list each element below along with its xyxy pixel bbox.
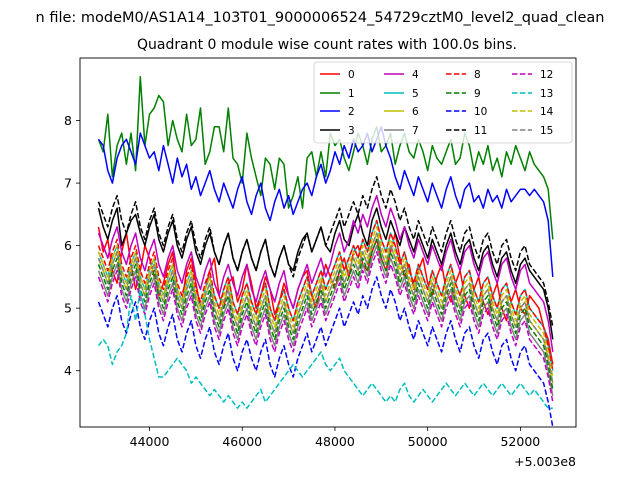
- series-line-11: [97, 176, 554, 328]
- legend-label-3: 3: [348, 125, 355, 137]
- series-line-4: [97, 194, 554, 353]
- legend-label-4: 4: [412, 69, 419, 81]
- series-layer: [97, 76, 554, 427]
- series-line-2: [97, 126, 554, 277]
- x-tick-label: 44000: [130, 434, 170, 449]
- y-tick-label: 8: [64, 113, 72, 128]
- x-axis: 44000 46000 48000 50000 52000: [130, 427, 540, 449]
- series-line-13: [97, 288, 553, 409]
- legend-frame: [313, 61, 573, 144]
- legend-label-7: 7: [412, 125, 419, 137]
- series-line-8: [97, 219, 554, 371]
- series-line-15: [97, 232, 554, 384]
- series-line-7: [97, 244, 554, 396]
- suptitle: n file: modeM0/AS1A14_103T01_9000006524_…: [36, 10, 605, 26]
- legend-label-12: 12: [540, 69, 553, 81]
- legend-label-13: 13: [540, 88, 553, 100]
- chart-title: Quadrant 0 module wise count rates with …: [137, 37, 517, 53]
- series-line-1: [97, 76, 554, 240]
- y-axis: 4 5 6 7 8: [64, 113, 80, 378]
- x-axis-offset-label: +5.003e8: [514, 454, 576, 469]
- series-line-10: [97, 276, 554, 427]
- legend-label-8: 8: [474, 69, 481, 81]
- legend-label-11: 11: [474, 125, 487, 137]
- y-tick-label: 5: [64, 301, 72, 316]
- legend-label-9: 9: [474, 88, 481, 100]
- legend-label-2: 2: [348, 106, 355, 118]
- series-line-12: [97, 251, 554, 403]
- series-line-9: [97, 238, 554, 390]
- axes-frame: [79, 57, 577, 428]
- legend-label-15: 15: [540, 125, 553, 137]
- legend-label-1: 1: [348, 88, 355, 100]
- y-tick-label: 6: [64, 238, 72, 253]
- legend-label-10: 10: [474, 106, 487, 118]
- x-tick-label: 52000: [500, 434, 540, 449]
- x-tick-label: 46000: [222, 434, 262, 449]
- y-tick-label: 4: [64, 363, 72, 378]
- x-tick-label: 50000: [408, 434, 448, 449]
- legend-label-6: 6: [412, 106, 419, 118]
- legend-label-14: 14: [540, 106, 554, 118]
- y-tick-label: 7: [64, 176, 72, 191]
- legend-label-0: 0: [348, 69, 355, 81]
- series-line-14: [97, 226, 554, 378]
- x-tick-label: 48000: [315, 434, 355, 449]
- legend-label-5: 5: [412, 88, 419, 100]
